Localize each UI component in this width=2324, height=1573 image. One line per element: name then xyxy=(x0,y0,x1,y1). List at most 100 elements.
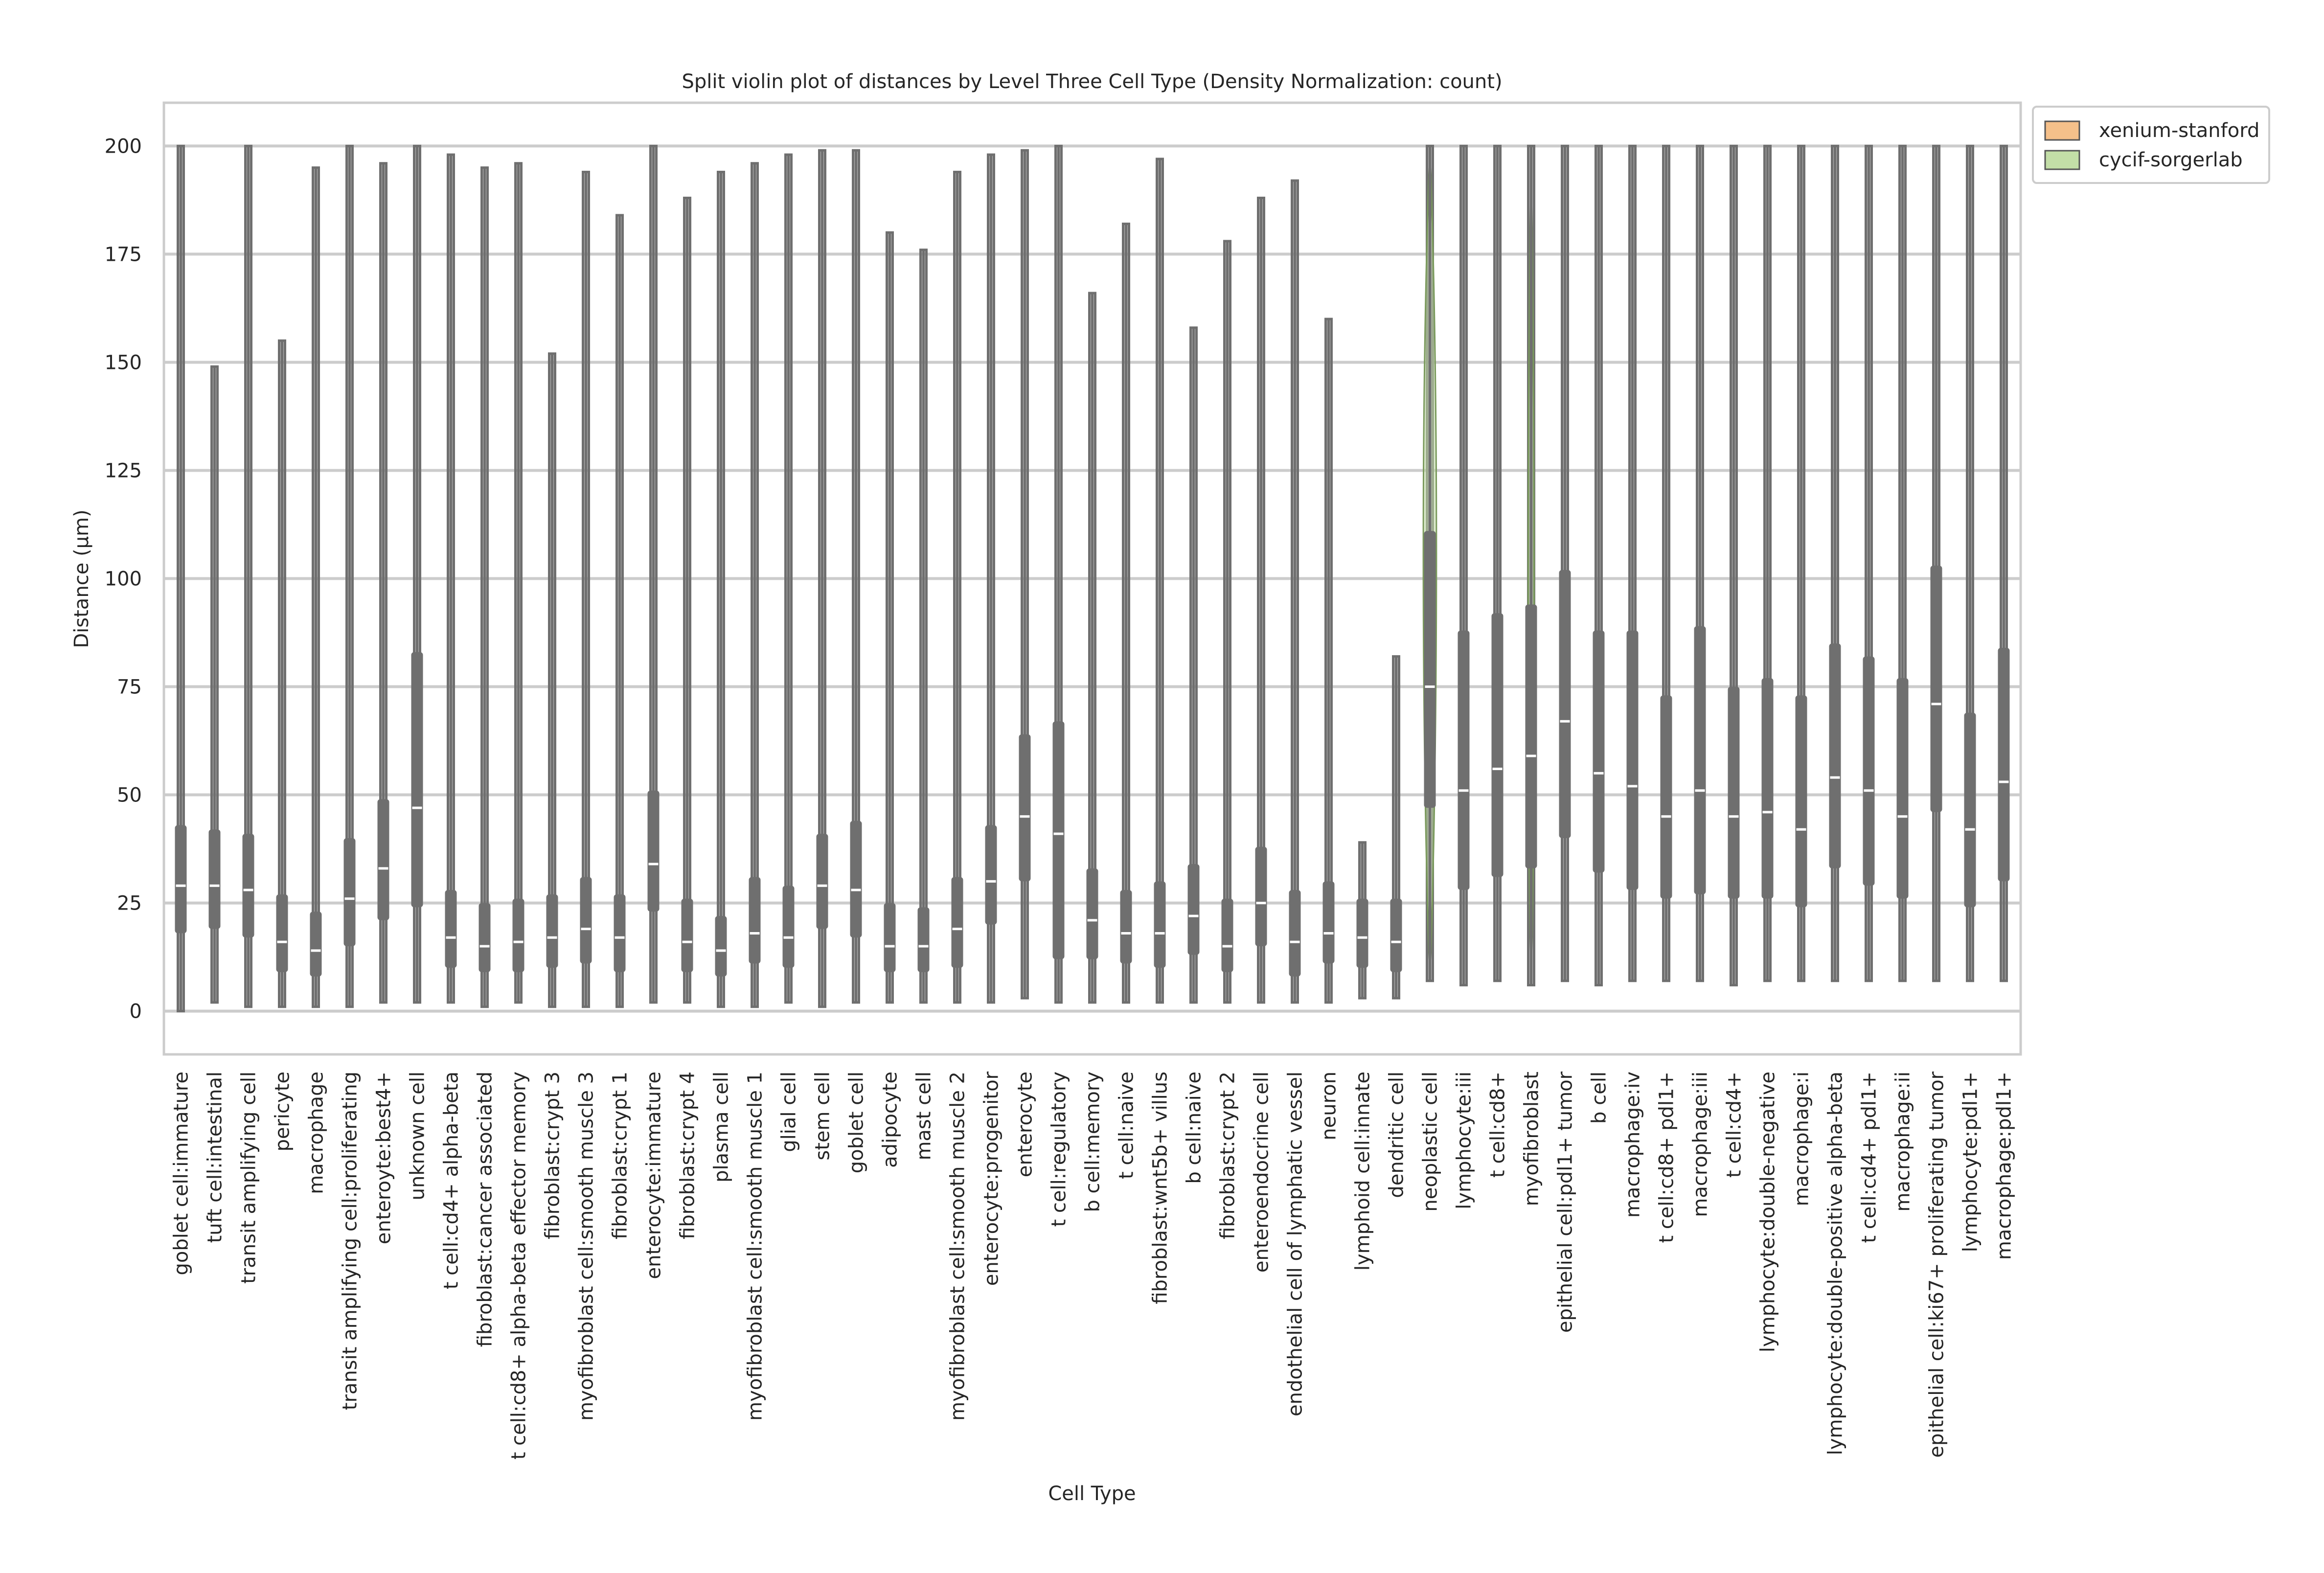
x-tick-label: macrophage:pdl1+ xyxy=(1993,1071,2016,1260)
iqr-box xyxy=(1761,678,1774,899)
y-tick-labels: 0 25 50 75 100 125 150 175 200 xyxy=(105,135,142,1023)
iqr-box xyxy=(614,894,626,973)
x-tick-label: fibroblast:crypt 3 xyxy=(542,1071,564,1239)
iqr-box xyxy=(512,898,524,973)
x-tick-label: lymphocyte:double-negative xyxy=(1757,1071,1779,1352)
x-tick-label: neoplastic cell xyxy=(1419,1071,1442,1212)
x-tick-label: macrophage:ii xyxy=(1892,1071,1914,1211)
x-axis-label: Cell Type xyxy=(1048,1482,1136,1505)
y-tick-label: 125 xyxy=(105,459,142,482)
x-tick-label: t cell:cd8+ xyxy=(1487,1071,1509,1178)
x-tick-label: fibroblast:wnt5b+ villus xyxy=(1149,1071,1172,1304)
y-tick-label: 100 xyxy=(105,568,142,591)
x-tick-labels: goblet cell:immature tuft cell:intestinal… xyxy=(170,1071,2016,1459)
violin-outline xyxy=(177,144,185,1013)
x-tick-label: lymphocyte:double-positive alpha-beta xyxy=(1824,1071,1847,1455)
violin-outline xyxy=(1966,144,1974,982)
x-tick-label: transit amplifying cell:proliferating xyxy=(339,1071,362,1410)
x-tick-label: fibroblast:crypt 1 xyxy=(609,1071,632,1239)
y-tick-label: 50 xyxy=(117,784,142,807)
iqr-box xyxy=(580,877,592,964)
iqr-box xyxy=(478,903,491,973)
violin-outline xyxy=(886,231,894,1004)
x-tick-label: t cell:cd8+ alpha-beta effector memory xyxy=(508,1071,530,1459)
x-tick-label: b cell:naive xyxy=(1183,1071,1206,1184)
x-tick-label: goblet cell xyxy=(845,1071,868,1173)
iqr-box xyxy=(816,834,828,929)
iqr-box xyxy=(985,825,997,925)
chart-title: Split violin plot of distances by Level … xyxy=(682,70,1502,93)
iqr-box xyxy=(310,912,322,977)
x-tick-label: enterocyte:progenitor xyxy=(980,1071,1003,1286)
x-tick-label: lymphocyte:pdl1+ xyxy=(1959,1071,1982,1252)
iqr-box xyxy=(1322,881,1335,964)
violin-outline xyxy=(210,365,219,1004)
iqr-box xyxy=(1491,613,1504,877)
iqr-box xyxy=(276,894,288,973)
x-tick-label: macrophage:i xyxy=(1791,1071,1813,1206)
x-tick-label: unknown cell xyxy=(407,1071,429,1200)
legend-label-xenium-stanford: xenium-stanford xyxy=(2099,119,2259,142)
x-tick-label: stem cell xyxy=(812,1071,834,1161)
iqr-box xyxy=(1626,630,1639,890)
iqr-box xyxy=(1964,712,1976,908)
iqr-box xyxy=(1052,721,1065,959)
x-tick-label: mast cell xyxy=(913,1071,935,1161)
x-tick-label: neuron xyxy=(1318,1071,1341,1140)
iqr-box xyxy=(1728,686,1740,899)
iqr-box xyxy=(1795,695,1807,908)
iqr-box xyxy=(782,886,795,968)
iqr-box xyxy=(343,838,356,946)
iqr-box xyxy=(647,790,660,912)
x-tick-label: b cell xyxy=(1588,1071,1611,1124)
violin-outline xyxy=(1054,144,1063,1004)
x-tick-label: t cell:naive xyxy=(1116,1071,1138,1179)
iqr-box xyxy=(208,829,221,929)
x-tick-label: fibroblast:cancer associated xyxy=(474,1071,497,1347)
iqr-box xyxy=(1019,734,1031,882)
iqr-box xyxy=(546,894,558,968)
x-tick-label: enterocyte:immature xyxy=(643,1071,665,1279)
iqr-box xyxy=(1289,890,1301,977)
iqr-box xyxy=(1525,604,1537,868)
iqr-box xyxy=(1424,531,1436,808)
violin-outline xyxy=(1223,240,1231,1004)
x-tick-label: b cell:memory xyxy=(1082,1071,1104,1212)
x-tick-label: myofibroblast cell:smooth muscle 1 xyxy=(744,1071,767,1421)
iqr-box xyxy=(1221,898,1233,973)
x-tick-label: goblet cell:immature xyxy=(170,1071,193,1275)
iqr-box xyxy=(749,877,761,964)
iqr-box xyxy=(175,825,187,934)
iqr-box xyxy=(951,877,963,968)
x-tick-label: t cell:cd4+ pdl1+ xyxy=(1858,1071,1881,1243)
iqr-box xyxy=(1390,898,1402,973)
x-tick-label: myofibroblast xyxy=(1521,1071,1543,1206)
y-tick-label: 200 xyxy=(105,135,142,158)
x-tick-label: enterocyte xyxy=(1014,1071,1037,1177)
y-tick-label: 0 xyxy=(130,1001,142,1023)
iqr-box xyxy=(1187,864,1200,955)
x-tick-label: glial cell xyxy=(778,1071,800,1152)
y-tick-label: 75 xyxy=(117,676,142,699)
iqr-box xyxy=(1154,881,1166,968)
iqr-box xyxy=(1356,898,1368,968)
x-tick-label: fibroblast:crypt 4 xyxy=(677,1071,699,1239)
iqr-box xyxy=(1829,643,1841,868)
iqr-box xyxy=(917,907,930,973)
x-tick-label: epithelial cell:pdl1+ tumor xyxy=(1554,1071,1577,1333)
x-tick-label: t cell:cd4+ alpha-beta xyxy=(440,1071,463,1289)
x-tick-label: plasma cell xyxy=(710,1071,733,1183)
iqr-box xyxy=(377,799,389,920)
x-tick-label: macrophage:iv xyxy=(1622,1071,1644,1218)
y-tick-label: 25 xyxy=(117,892,142,915)
violin-outline xyxy=(649,144,658,1004)
plot-frame xyxy=(162,101,2022,1056)
iqr-box xyxy=(1120,890,1132,964)
legend-swatch-xenium-stanford xyxy=(2044,120,2080,141)
x-tick-label: epithelial cell:ki67+ proliferating tumo… xyxy=(1926,1071,1948,1458)
iqr-box xyxy=(850,821,862,938)
iqr-box xyxy=(1593,630,1605,873)
violin-outline xyxy=(1291,179,1299,1004)
